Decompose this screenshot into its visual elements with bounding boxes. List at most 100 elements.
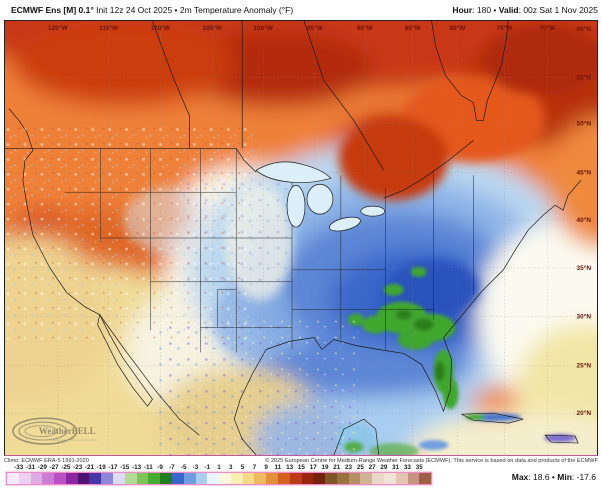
colorbar-tick: -21 (84, 464, 94, 471)
svg-text:50°N: 50°N (577, 120, 592, 128)
colorbar-segment (89, 473, 102, 484)
mottling-rockies (179, 170, 290, 285)
svg-text:90°W: 90°W (357, 24, 374, 32)
svg-text:25°N: 25°N (577, 361, 592, 369)
colorbar-tick: 27 (368, 464, 376, 471)
weatherbell-logo: WeatherBELL (12, 417, 97, 445)
colorbar-segment (372, 473, 384, 484)
svg-text:85°W: 85°W (405, 24, 422, 32)
colorbar-tick: -3 (192, 464, 199, 471)
colorbar-segment (136, 473, 149, 484)
state-borders (64, 148, 474, 353)
colorbar-tick: 17 (309, 464, 317, 471)
legend-bar: Climo: ECMWF ERA-5 1991-2020 © 2025 Euro… (0, 457, 602, 494)
colorbar-segment (348, 473, 361, 484)
valid-time: Hour: 180 • Valid: 00z Sat 1 Nov 2025 (452, 5, 598, 15)
colorbar-segment (183, 473, 196, 484)
colorbar-segment (277, 473, 290, 484)
colorbar-tick: -15 (120, 464, 130, 471)
colorbar-tick: -25 (61, 464, 71, 471)
colorbar-tick: -5 (180, 464, 187, 471)
colorbar-segment (313, 473, 326, 484)
colorbar-segment (219, 473, 231, 484)
colorbar-tick: -29 (37, 464, 47, 471)
map-title: ECMWF Ens [M] 0.1° Init 12z 24 Oct 2025 … (11, 5, 293, 15)
svg-text:40°N: 40°N (577, 216, 592, 224)
colorbar-segment (254, 473, 267, 484)
coastlines-borders (5, 21, 582, 455)
colorbar-tick: -11 (143, 464, 153, 471)
colorbar-tick: 25 (356, 464, 364, 471)
svg-text:WeatherBELL: WeatherBELL (39, 426, 96, 436)
map-canvas: 120°W 115°W 110°W 105°W 100°W 95°W 90°W 85°W 80°… (4, 20, 598, 456)
colorbar-segment (30, 473, 43, 484)
hour-label: Hour (452, 5, 473, 15)
meta-row: Climo: ECMWF ERA-5 1991-2020 © 2025 Euro… (4, 458, 598, 464)
colorbar-segment (419, 473, 432, 484)
colorbar-segment (336, 473, 349, 484)
copyright-note: © 2025 European Centre for Medium-Range … (265, 458, 598, 464)
colorbar-segment (54, 473, 66, 484)
svg-text:100°W: 100°W (253, 24, 273, 32)
colorbar-tick: 33 (403, 464, 411, 471)
mottling-mexico (159, 319, 359, 455)
svg-text:30°N: 30°N (577, 313, 592, 321)
colorbar-tick: 7 (252, 464, 257, 471)
colorbar-tick: 23 (345, 464, 353, 471)
great-lakes (255, 161, 386, 232)
colorbar-tick: -17 (108, 464, 118, 471)
svg-text:45°N: 45°N (577, 168, 592, 176)
svg-text:75°W: 75°W (496, 24, 513, 32)
colorbar-tick: 29 (380, 464, 388, 471)
colorbar (6, 472, 432, 485)
longitude-labels: 120°W 115°W 110°W 105°W 100°W 95°W 90°W 85°W 80°… (48, 24, 556, 32)
svg-text:105°W: 105°W (203, 24, 223, 32)
svg-text:80°W: 80°W (450, 24, 467, 32)
colorbar-tick: -7 (169, 464, 175, 471)
colorbar-tick: -1 (204, 464, 211, 471)
colorbar-segment (266, 473, 278, 484)
colorbar-segment (230, 473, 243, 484)
colorbar-tick: 9 (264, 464, 268, 471)
colorbar-tick: -33 (14, 464, 24, 471)
colorbar-tick: 15 (297, 464, 305, 471)
colorbar-segment (301, 473, 314, 484)
svg-text:95°W: 95°W (307, 24, 324, 32)
svg-text:110°W: 110°W (151, 24, 171, 32)
colorbar-segment (395, 473, 408, 484)
colorbar-segment (289, 473, 302, 484)
colorbar-segment (124, 473, 137, 484)
svg-text:55°N: 55°N (577, 74, 592, 82)
colorbar-segment (77, 473, 90, 484)
map-subtitle: Init 12z 24 Oct 2025 • 2m Temperature An… (93, 5, 294, 15)
colorbar-segment (242, 473, 255, 484)
colorbar-segment (7, 473, 19, 484)
colorbar-tick: 21 (333, 464, 341, 471)
colorbar-segment (148, 473, 161, 484)
colorbar-segment (42, 473, 55, 484)
colorbar-tick: -19 (96, 464, 106, 471)
colorbar-segment (65, 473, 78, 484)
colorbar-segment (207, 473, 220, 484)
colorbar-tick: 1 (217, 464, 221, 471)
colorbar-segment (384, 473, 396, 484)
colorbar-tick: -31 (25, 464, 36, 471)
model-name: ECMWF Ens [M] 0.1° (11, 5, 94, 15)
colorbar-tick: 13 (286, 464, 294, 471)
colorbar-tick: -9 (157, 464, 163, 471)
colorbar-segment (325, 473, 337, 484)
colorbar-area: -33 -31 -29 -27 -25 -23 -21 -19 -17 -15 -13 -11 -9 -7… (0, 464, 602, 494)
colorbar-segment (18, 473, 31, 484)
colorbar-tick: 5 (240, 464, 245, 471)
colorbar-tick: -27 (49, 464, 59, 471)
svg-text:35°N: 35°N (577, 264, 592, 272)
colorbar-tick: 11 (274, 464, 282, 471)
colorbar-segment (101, 473, 114, 484)
svg-text:20°N: 20°N (577, 409, 592, 417)
colorbar-segment (160, 473, 172, 484)
svg-text:120°W: 120°W (48, 24, 68, 32)
colorbar-tick: -13 (131, 464, 142, 471)
colorbar-segment (171, 473, 184, 484)
svg-text:70°W: 70°W (539, 24, 556, 32)
